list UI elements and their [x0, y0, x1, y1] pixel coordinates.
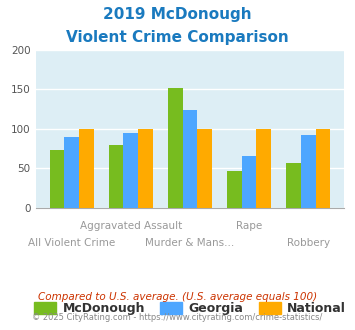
- Text: Robbery: Robbery: [286, 238, 330, 248]
- Bar: [242, 156, 256, 208]
- Bar: [227, 172, 242, 208]
- Bar: [109, 145, 124, 208]
- Bar: [138, 129, 153, 208]
- Text: Murder & Mans...: Murder & Mans...: [145, 238, 235, 248]
- Bar: [124, 133, 138, 208]
- Text: Compared to U.S. average. (U.S. average equals 100): Compared to U.S. average. (U.S. average …: [38, 292, 317, 302]
- Bar: [182, 111, 197, 208]
- Legend: McDonough, Georgia, National: McDonough, Georgia, National: [29, 297, 351, 320]
- Bar: [197, 129, 212, 208]
- Text: 2019 McDonough: 2019 McDonough: [103, 7, 252, 21]
- Bar: [168, 87, 182, 208]
- Text: Rape: Rape: [236, 221, 262, 231]
- Text: © 2025 CityRating.com - https://www.cityrating.com/crime-statistics/: © 2025 CityRating.com - https://www.city…: [32, 313, 323, 322]
- Text: Violent Crime Comparison: Violent Crime Comparison: [66, 30, 289, 45]
- Bar: [256, 129, 271, 208]
- Bar: [316, 129, 330, 208]
- Text: All Violent Crime: All Violent Crime: [28, 238, 115, 248]
- Text: Aggravated Assault: Aggravated Assault: [80, 221, 182, 231]
- Bar: [79, 129, 94, 208]
- Bar: [301, 135, 316, 208]
- Bar: [50, 150, 64, 208]
- Bar: [64, 137, 79, 208]
- Bar: [286, 163, 301, 208]
